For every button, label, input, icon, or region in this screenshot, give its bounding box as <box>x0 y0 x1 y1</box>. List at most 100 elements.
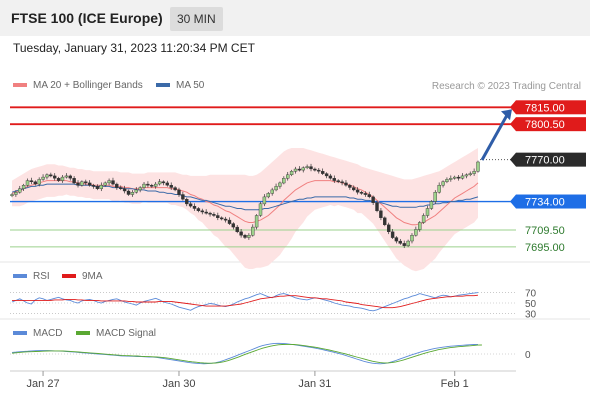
resistance-label-box <box>516 100 586 115</box>
candle-body <box>161 181 166 184</box>
candle-body <box>359 191 364 194</box>
candle-body <box>293 168 298 172</box>
candle-body <box>441 181 445 186</box>
candle-body <box>363 193 368 195</box>
candle-body <box>41 176 45 180</box>
candle-body <box>348 184 352 188</box>
rsi-ma-swatch <box>62 274 76 279</box>
candle-body <box>80 181 84 186</box>
candle-body <box>301 167 305 171</box>
candle-body <box>173 187 177 191</box>
candle-body <box>134 189 139 193</box>
candle-body <box>476 161 480 172</box>
candle-body <box>103 182 107 186</box>
candle-body <box>402 243 406 246</box>
macd-signal-swatch <box>76 331 90 336</box>
candle-body <box>468 173 472 176</box>
candle-body <box>192 205 197 209</box>
candle-body <box>219 217 224 220</box>
candle-body <box>371 196 375 203</box>
candle-body <box>165 182 170 186</box>
candle-body <box>56 178 61 181</box>
candle-body <box>340 181 344 184</box>
resistance-label-pointer <box>510 100 516 115</box>
candle-body <box>115 183 119 188</box>
candle-body <box>29 180 34 183</box>
candle-body <box>355 189 360 193</box>
candle-body <box>130 191 135 195</box>
x-tick-label: Jan 31 <box>298 378 331 390</box>
x-tick-label: Feb 1 <box>441 378 469 390</box>
legend-rsi-ma: 9MA <box>62 271 103 282</box>
candle-body <box>25 180 30 186</box>
support-label: 7709.50 <box>525 225 565 237</box>
instrument-title: FTSE 100 (ICE Europe) <box>11 10 163 26</box>
rsi-tick-label: 70 <box>525 289 537 300</box>
candle-body <box>208 212 212 215</box>
legend-rsi-label: RSI <box>33 271 50 282</box>
last-price-label-box <box>516 152 586 167</box>
legend-ma20-bollinger: MA 20 + Bollinger Bands <box>13 80 143 91</box>
candle-body <box>453 176 457 179</box>
resistance-label-box <box>516 117 586 132</box>
candle-body <box>142 183 146 188</box>
candle-body <box>53 175 57 179</box>
macd-swatch <box>13 331 27 336</box>
candle-body <box>425 208 430 216</box>
candle-body <box>414 229 418 236</box>
last-price-label: 7770.00 <box>525 155 565 167</box>
candle-body <box>297 168 302 171</box>
candle-body <box>235 226 239 233</box>
candle-body <box>262 196 267 205</box>
candle-body <box>204 211 208 214</box>
candle-body <box>278 182 282 187</box>
interval-badge[interactable]: 30 MIN <box>170 7 223 31</box>
candle-body <box>375 202 379 211</box>
candle-body <box>387 224 391 233</box>
candle-body <box>286 174 290 179</box>
research-credit: Research © 2023 Trading Central <box>431 81 581 92</box>
rsi-tick-label: 50 <box>525 299 537 310</box>
candle-body <box>289 171 294 176</box>
x-tick-label: Jan 27 <box>27 378 60 390</box>
candle-body <box>429 201 434 209</box>
candle-body <box>258 203 263 216</box>
candle-body <box>68 175 73 179</box>
candle-body <box>64 175 69 178</box>
legend-macd: MACD <box>13 328 62 339</box>
candle-body <box>18 188 22 193</box>
candle-body <box>445 179 449 182</box>
legend-macd-label: MACD <box>33 328 63 339</box>
candle-body <box>394 237 399 242</box>
candle-body <box>10 194 14 196</box>
candle-body <box>398 240 402 244</box>
candle-body <box>45 174 49 178</box>
target-arrow-head <box>501 109 512 121</box>
rsi-tick-label: 30 <box>525 309 537 320</box>
candle-body <box>352 187 356 191</box>
candle-body <box>344 182 348 186</box>
candle-body <box>433 191 437 202</box>
legend-rsi-ma-label: 9MA <box>82 271 103 282</box>
candle-body <box>406 240 410 247</box>
candle-body <box>332 178 336 181</box>
candle-body <box>177 189 181 195</box>
candle-body <box>309 166 313 170</box>
candle-body <box>150 184 154 187</box>
candle-body <box>146 183 150 186</box>
candle-body <box>231 223 236 228</box>
candle-body <box>313 168 317 171</box>
pivot-label-pointer <box>510 194 516 209</box>
candle-body <box>196 208 201 211</box>
candle-body <box>223 218 228 221</box>
candle-body <box>107 180 111 184</box>
candle-body <box>274 186 278 191</box>
candle-body <box>437 184 441 193</box>
candle-body <box>99 184 104 189</box>
macd-tick-label: 0 <box>525 350 531 361</box>
candle-body <box>421 215 426 223</box>
candle-body <box>111 180 115 185</box>
chart-header: FTSE 100 (ICE Europe) 30 MIN <box>0 0 590 36</box>
candle-body <box>72 178 76 184</box>
